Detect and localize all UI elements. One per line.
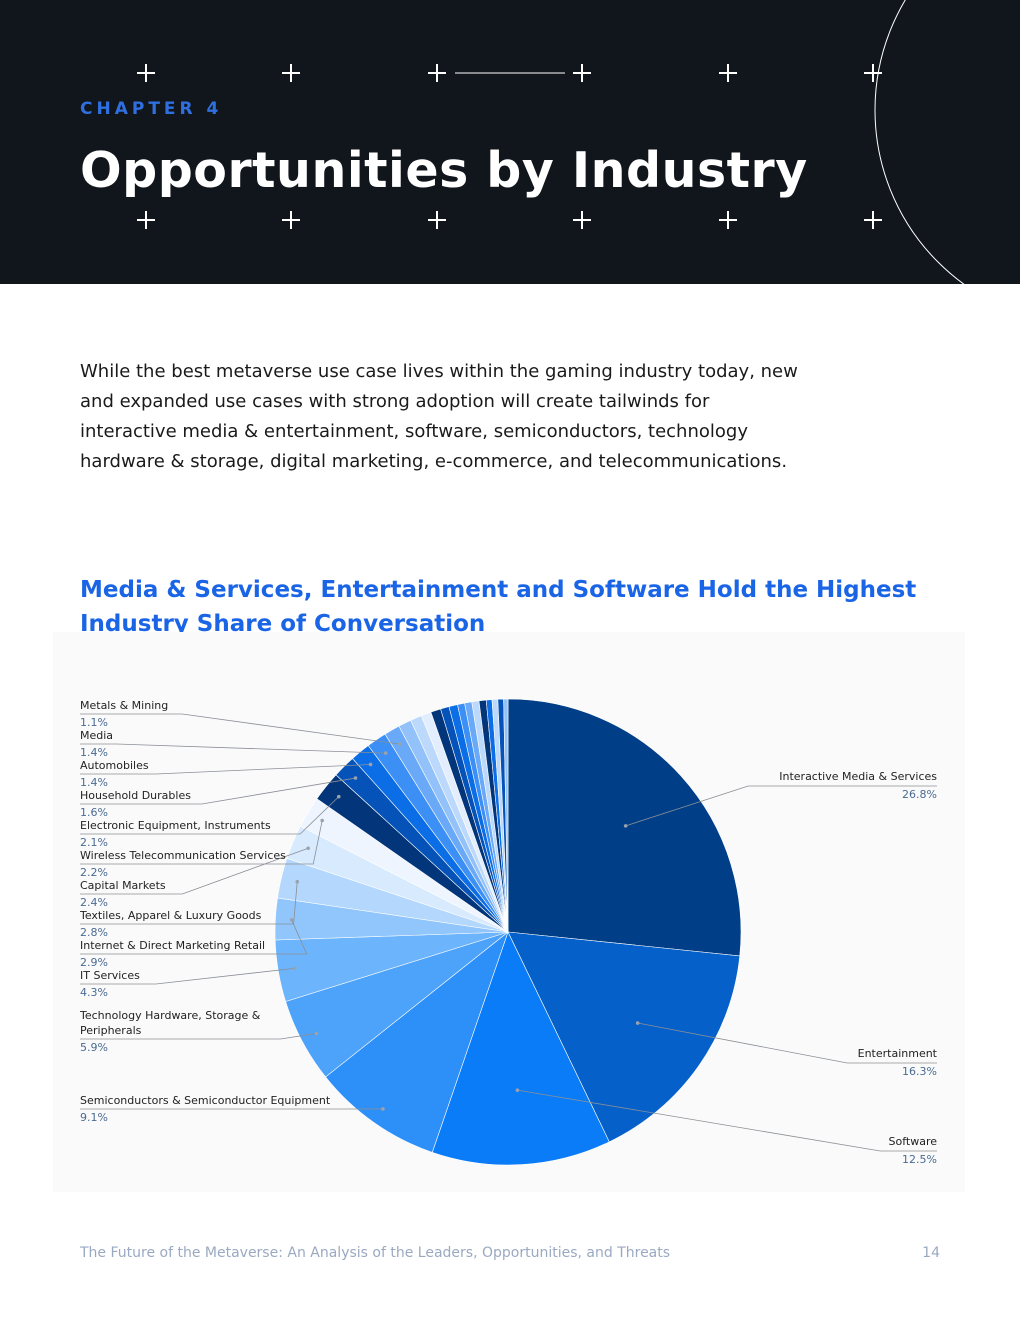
slice-value: 2.1%: [80, 836, 108, 849]
slice-value: 1.4%: [80, 776, 108, 789]
slice-label: IT Services: [80, 969, 140, 982]
pie-slice: [503, 698, 509, 933]
chapter-header: CHAPTER 4 Opportunities by Industry: [0, 0, 1020, 284]
slice-label: Interactive Media & Services: [779, 770, 937, 783]
slice-label: Textiles, Apparel & Luxury Goods: [79, 909, 262, 922]
leader-line: [637, 1022, 937, 1064]
leader-dot: [306, 846, 310, 851]
leader-line: [80, 743, 386, 754]
leader-dot: [292, 966, 297, 971]
page-number: 14: [922, 1245, 940, 1261]
leader-line: [80, 764, 371, 775]
leader-dot: [314, 1031, 319, 1036]
intro-paragraph: While the best metaverse use case lives …: [80, 361, 798, 472]
pie-chart: Interactive Media & Services 26.8% Enterta…: [79, 698, 938, 1166]
leader-dot: [368, 762, 373, 767]
slice-label: Semiconductors & Semiconductor Equipment: [80, 1094, 331, 1107]
slice-label: Media: [80, 729, 113, 742]
slice-value: 12.5%: [902, 1153, 937, 1166]
leader-line: [80, 919, 308, 955]
slice-value: 5.9%: [80, 1041, 108, 1054]
slice-value: 2.8%: [80, 926, 108, 939]
leader-dot: [635, 1021, 640, 1025]
slice-value: 9.1%: [80, 1111, 108, 1124]
pie-slice: [431, 931, 610, 1166]
leader-line: [517, 1089, 937, 1152]
slice-label: Metals & Mining: [80, 699, 168, 712]
leader-line: [80, 820, 323, 865]
slice-label: Household Durables: [80, 789, 191, 802]
slice-value: 2.4%: [80, 896, 108, 909]
slice-value: 1.6%: [80, 806, 108, 819]
chart-panel: Interactive Media & Services 26.8% Enterta…: [53, 632, 965, 1192]
slice-label: Electronic Equipment, Instruments: [80, 819, 271, 832]
leader-line: [80, 967, 295, 985]
slice-value: 4.3%: [80, 986, 108, 999]
page-title: Opportunities by Industry: [80, 142, 808, 199]
leader-dot: [295, 879, 300, 884]
header-arc: [874, 0, 965, 284]
leader-dot: [381, 1107, 385, 1111]
leader-dot: [353, 776, 358, 780]
slice-value: 16.3%: [902, 1065, 937, 1078]
slice-label: Internet & Direct Marketing Retail: [80, 939, 265, 952]
leader-dot: [623, 824, 628, 828]
slice-label: Software: [889, 1135, 938, 1148]
header-decoration: [137, 0, 965, 284]
slice-label: Capital Markets: [80, 879, 166, 892]
slice-label: Entertainment: [858, 1047, 938, 1060]
slice-value: 2.9%: [80, 956, 108, 969]
leader-line: [80, 847, 309, 895]
pie-slice: [507, 698, 742, 957]
pie-slice: [507, 931, 741, 1143]
slice-label: Technology Hardware, Storage &: [79, 1009, 261, 1022]
slice-label: Peripherals: [80, 1024, 142, 1037]
leader-line: [80, 713, 401, 745]
pie-slice: [325, 931, 509, 1153]
leader-line: [80, 1033, 317, 1040]
footer-title: The Future of the Metaverse: An Analysis…: [80, 1245, 671, 1261]
leader-dot: [383, 751, 388, 755]
leader-dot: [398, 742, 402, 746]
leader-dot: [515, 1088, 520, 1092]
slice-value: 1.4%: [80, 746, 108, 759]
leader-dot: [320, 818, 324, 823]
leader-line: [625, 785, 937, 827]
leader-dot: [289, 918, 294, 922]
leader-line: [80, 777, 356, 805]
slice-label: Wireless Telecommunication Services: [80, 849, 286, 862]
leader-dot: [336, 794, 341, 799]
slice-value: 26.8%: [902, 788, 937, 801]
leader-line: [80, 796, 340, 835]
slice-value: 1.1%: [80, 716, 108, 729]
chart-title: Media & Services, Entertainment and Soft…: [80, 577, 917, 637]
slice-value: 2.2%: [80, 866, 108, 879]
chapter-label: CHAPTER 4: [80, 99, 223, 119]
slice-label: Automobiles: [80, 759, 149, 772]
